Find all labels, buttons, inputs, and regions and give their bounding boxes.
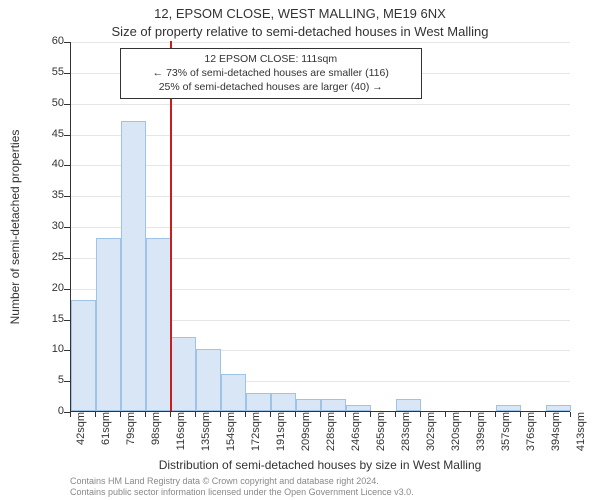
ytick-label: 40 [40, 158, 64, 170]
annotation-box: 12 EPSOM CLOSE: 111sqm ← 73% of semi-det… [120, 48, 422, 99]
annotation-line1: 12 EPSOM CLOSE: 111sqm [127, 52, 415, 66]
title-subtitle: Size of property relative to semi-detach… [0, 24, 600, 39]
histogram-bar [146, 238, 171, 411]
xtick-mark [295, 412, 296, 417]
ytick-label: 30 [40, 220, 64, 232]
ytick-label: 5 [40, 374, 64, 386]
xtick-mark [70, 412, 71, 417]
ytick-label: 50 [40, 97, 64, 109]
histogram-bar [121, 121, 146, 411]
xtick-mark [470, 412, 471, 417]
histogram-bar [396, 399, 421, 411]
ytick-label: 20 [40, 282, 64, 294]
ytick-label: 15 [40, 313, 64, 325]
xtick-mark [270, 412, 271, 417]
ytick-label: 35 [40, 189, 64, 201]
xtick-mark [520, 412, 521, 417]
histogram-bar [96, 238, 121, 411]
histogram-bar [546, 405, 571, 411]
histogram-bar [346, 405, 371, 411]
histogram-bar [271, 393, 296, 412]
annotation-line2: ← 73% of semi-detached houses are smalle… [127, 66, 415, 80]
histogram-bar [221, 374, 246, 411]
xtick-mark [220, 412, 221, 417]
xtick-mark [120, 412, 121, 417]
xtick-mark [545, 412, 546, 417]
x-axis-label: Distribution of semi-detached houses by … [70, 458, 570, 472]
xtick-mark [320, 412, 321, 417]
figure: 12, EPSOM CLOSE, WEST MALLING, ME19 6NX … [0, 0, 600, 500]
histogram-bar [71, 300, 96, 411]
ytick-label: 45 [40, 128, 64, 140]
xtick-mark [345, 412, 346, 417]
annotation-line3: 25% of semi-detached houses are larger (… [127, 80, 415, 94]
xtick-mark [95, 412, 96, 417]
y-axis-label: Number of semi-detached properties [8, 42, 26, 412]
histogram-bar [196, 349, 221, 411]
gridline [71, 104, 570, 105]
xtick-mark [370, 412, 371, 417]
gridline [71, 42, 570, 43]
xtick-label: 413sqm [575, 412, 587, 467]
xtick-mark [195, 412, 196, 417]
xtick-mark [145, 412, 146, 417]
histogram-bar [321, 399, 346, 411]
ytick-label: 25 [40, 251, 64, 263]
xtick-mark [445, 412, 446, 417]
xtick-mark [170, 412, 171, 417]
ytick-label: 55 [40, 66, 64, 78]
attribution-line1: Contains HM Land Registry data © Crown c… [70, 476, 570, 487]
title-address: 12, EPSOM CLOSE, WEST MALLING, ME19 6NX [0, 6, 600, 21]
xtick-mark [245, 412, 246, 417]
xtick-mark [570, 412, 571, 417]
histogram-bar [296, 399, 321, 411]
ytick-label: 60 [40, 35, 64, 47]
histogram-bar [496, 405, 521, 411]
xtick-mark [420, 412, 421, 417]
attribution: Contains HM Land Registry data © Crown c… [70, 476, 570, 498]
histogram-bar [246, 393, 271, 412]
xtick-mark [495, 412, 496, 417]
attribution-line2: Contains public sector information licen… [70, 487, 570, 498]
histogram-bar [171, 337, 196, 411]
ytick-label: 10 [40, 343, 64, 355]
ytick-label: 0 [40, 405, 64, 417]
xtick-mark [395, 412, 396, 417]
